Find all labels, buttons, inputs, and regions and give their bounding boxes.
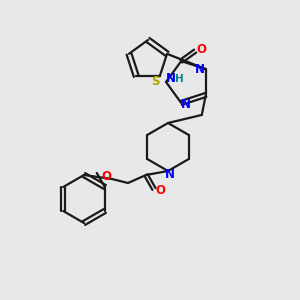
Text: N: N xyxy=(165,169,175,182)
Text: H: H xyxy=(175,74,183,84)
Text: N: N xyxy=(166,73,176,85)
Text: O: O xyxy=(155,184,165,197)
Text: N: N xyxy=(195,63,205,76)
Text: O: O xyxy=(101,169,111,182)
Text: O: O xyxy=(196,43,206,56)
Text: S: S xyxy=(152,75,160,88)
Text: N: N xyxy=(181,98,191,111)
